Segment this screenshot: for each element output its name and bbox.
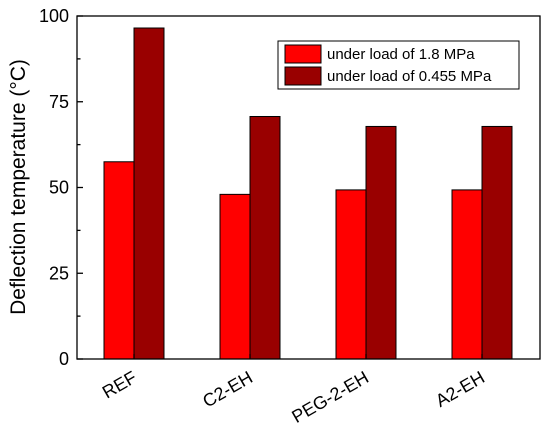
- legend-swatch-1-8-mpa: [284, 44, 322, 64]
- bar-c2-eh-series-2: [249, 115, 281, 360]
- bar-a2-eh-series-2: [481, 125, 513, 360]
- y-tick-label-100: 100: [39, 6, 69, 26]
- bar-peg-2-eh-series-2: [365, 125, 397, 360]
- bar-c2-eh-series-1: [219, 193, 251, 360]
- legend: under load of 1.8 MPa under load of 0.45…: [277, 40, 520, 90]
- bars: [103, 27, 513, 360]
- y-axis-title: Deflection temperature (°C): [7, 59, 30, 315]
- legend-label-1-8-mpa: under load of 1.8 MPa: [327, 46, 475, 63]
- bar-peg-2-eh-series-1: [335, 189, 367, 360]
- y-tick-label-50: 50: [49, 178, 69, 198]
- legend-label-0-455-mpa: under load of 0.455 MPa: [327, 68, 492, 85]
- bar-ref-series-2: [133, 27, 165, 360]
- bar-a2-eh-series-1: [451, 189, 483, 360]
- x-tick-label-peg-2-eh: PEG-2-EH: [288, 367, 372, 427]
- y-tick-label-25: 25: [49, 263, 69, 283]
- legend-swatch-0-455-mpa: [284, 66, 322, 86]
- y-tick-label-75: 75: [49, 92, 69, 112]
- x-tick-label-a2-eh: A2-EH: [432, 367, 488, 411]
- y-tick-label-0: 0: [59, 349, 69, 369]
- x-tick-label-c2-eh: C2-EH: [199, 367, 256, 411]
- bar-ref-series-1: [103, 161, 135, 360]
- x-tick-label-ref: REF: [99, 367, 140, 402]
